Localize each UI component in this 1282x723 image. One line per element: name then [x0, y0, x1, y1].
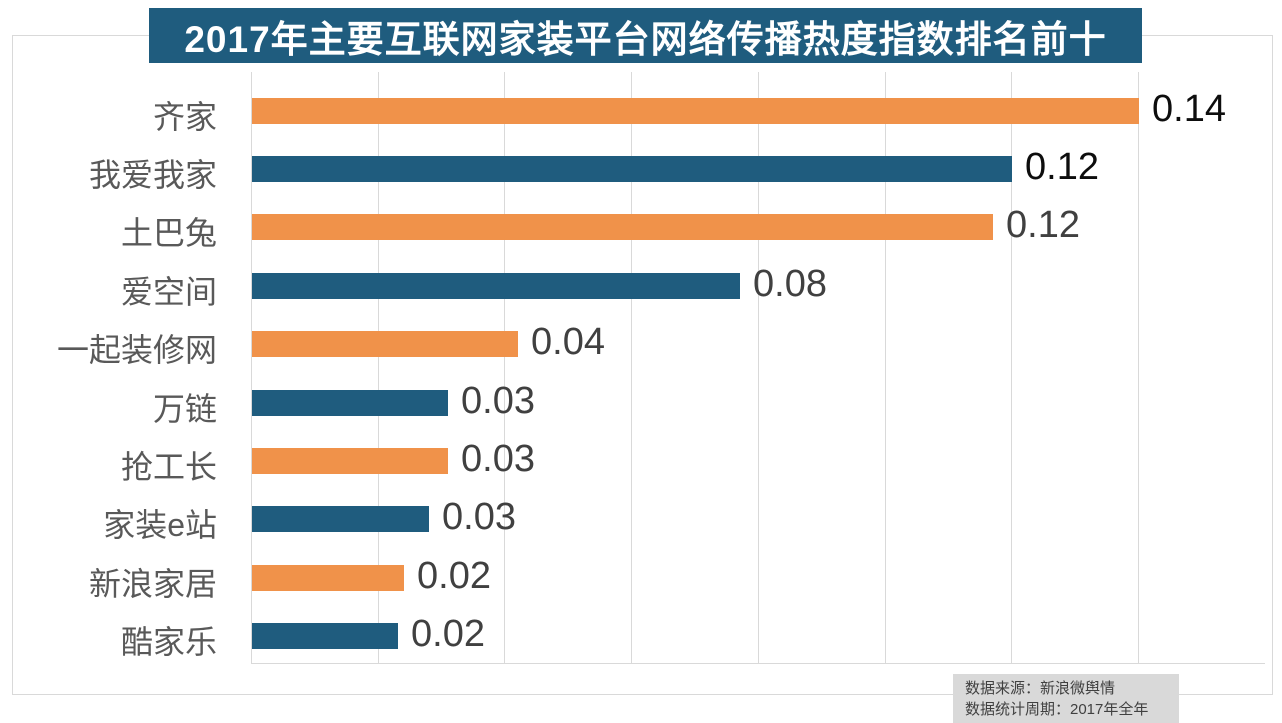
value-label-1: 0.14: [1152, 88, 1226, 130]
bar-4: [252, 273, 740, 299]
data-period-text: 数据统计周期：2017年全年: [965, 701, 1149, 718]
category-label-3: 土巴兔: [120, 215, 217, 251]
data-source-text: 数据来源：新浪微舆情: [965, 680, 1116, 697]
chart-title-banner: 2017年主要互联网家装平台网络传播热度指数排名前十: [149, 8, 1142, 63]
value-label-3: 0.12: [1006, 204, 1080, 246]
source-note: 数据来源：新浪微舆情 数据统计周期：2017年全年: [953, 674, 1179, 723]
x-axis-line: [251, 663, 1265, 664]
bar-3: [252, 214, 993, 240]
gridline-x-0: [251, 72, 252, 663]
category-label-1: 齐家: [152, 99, 217, 135]
bar-8: [252, 506, 429, 532]
gridline-x-0.1: [885, 72, 886, 663]
gridline-x-0.02: [378, 72, 379, 663]
category-label-2: 我爱我家: [88, 157, 217, 193]
category-label-7: 抢工长: [120, 449, 217, 485]
category-label-10: 酷家乐: [120, 624, 217, 660]
category-label-4: 爱空间: [120, 274, 217, 310]
value-label-4: 0.08: [753, 263, 827, 305]
value-label-8: 0.03: [442, 496, 516, 538]
category-label-5: 一起装修网: [56, 332, 217, 368]
category-label-8: 家装e站: [103, 507, 217, 543]
bar-9: [252, 565, 404, 591]
bar-5: [252, 331, 518, 357]
chart-border-box: [12, 35, 1273, 695]
gridline-x-0.08: [758, 72, 759, 663]
bar-2: [252, 156, 1012, 182]
category-label-9: 新浪家居: [88, 566, 217, 602]
category-label-6: 万链: [152, 391, 217, 427]
gridline-x-0.04: [504, 72, 505, 663]
bar-7: [252, 448, 448, 474]
value-label-9: 0.02: [417, 555, 491, 597]
gridline-x-0.14: [1138, 72, 1139, 663]
value-label-7: 0.03: [461, 438, 535, 480]
value-label-2: 0.12: [1025, 146, 1099, 188]
value-label-6: 0.03: [461, 380, 535, 422]
chart-title: 2017年主要互联网家装平台网络传播热度指数排名前十: [184, 18, 1107, 60]
gridline-x-0.12: [1011, 72, 1012, 663]
value-label-10: 0.02: [411, 613, 485, 655]
bar-6: [252, 390, 448, 416]
bar-1: [252, 98, 1139, 124]
gridline-x-0.06: [631, 72, 632, 663]
value-label-5: 0.04: [531, 321, 605, 363]
bar-10: [252, 623, 398, 649]
